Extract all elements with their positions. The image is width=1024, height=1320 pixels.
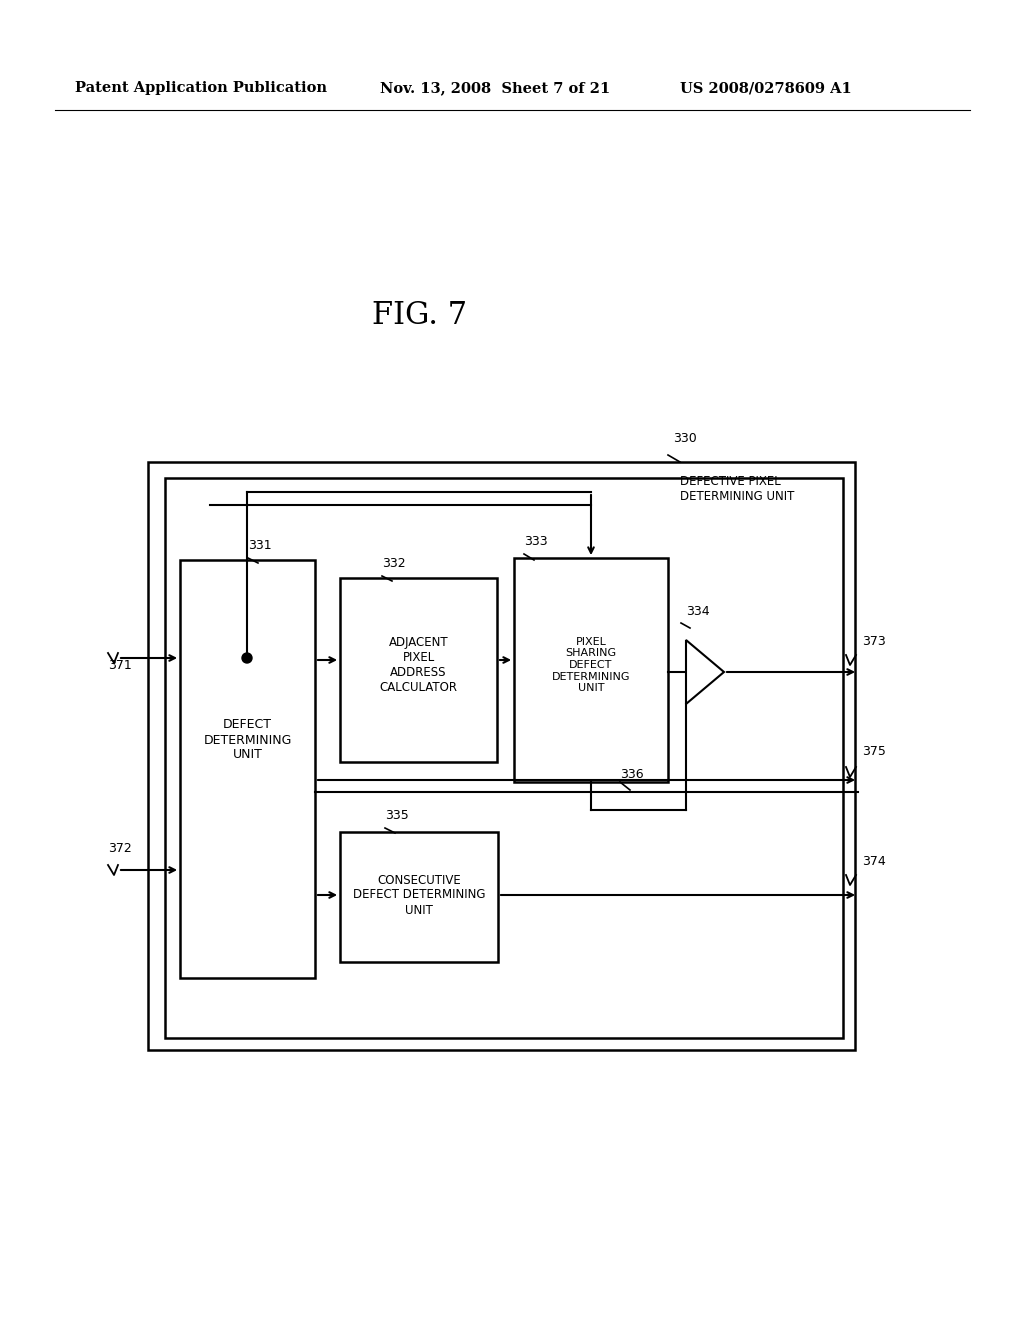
Text: DEFECT
DETERMINING
UNIT: DEFECT DETERMINING UNIT (204, 718, 292, 762)
Text: 331: 331 (248, 539, 271, 552)
Text: US 2008/0278609 A1: US 2008/0278609 A1 (680, 81, 852, 95)
Text: 334: 334 (686, 605, 710, 618)
Bar (180, 560, 315, 978)
Text: 335: 335 (385, 809, 409, 822)
Text: 375: 375 (862, 744, 886, 758)
Bar (165, 478, 843, 1038)
Text: CONSECUTIVE
DEFECT DETERMINING
UNIT: CONSECUTIVE DEFECT DETERMINING UNIT (352, 874, 485, 916)
Text: 372: 372 (108, 842, 132, 855)
Text: 332: 332 (382, 557, 406, 570)
Circle shape (242, 653, 252, 663)
Bar (340, 832, 498, 962)
Text: PIXEL
SHARING
DEFECT
DETERMINING
UNIT: PIXEL SHARING DEFECT DETERMINING UNIT (552, 636, 630, 693)
Polygon shape (686, 640, 724, 704)
Text: DEFECTIVE PIXEL
DETERMINING UNIT: DEFECTIVE PIXEL DETERMINING UNIT (680, 475, 795, 503)
Text: 333: 333 (524, 535, 548, 548)
Text: 374: 374 (862, 855, 886, 869)
Text: 336: 336 (620, 768, 644, 781)
Bar (514, 558, 668, 781)
Text: Patent Application Publication: Patent Application Publication (75, 81, 327, 95)
Text: 330: 330 (673, 432, 696, 445)
Bar (340, 578, 497, 762)
Text: ADJACENT
PIXEL
ADDRESS
CALCULATOR: ADJACENT PIXEL ADDRESS CALCULATOR (380, 636, 458, 694)
Text: 371: 371 (108, 659, 132, 672)
Bar (148, 462, 855, 1049)
Text: 373: 373 (862, 635, 886, 648)
Text: Nov. 13, 2008  Sheet 7 of 21: Nov. 13, 2008 Sheet 7 of 21 (380, 81, 610, 95)
Text: FIG. 7: FIG. 7 (373, 300, 468, 330)
